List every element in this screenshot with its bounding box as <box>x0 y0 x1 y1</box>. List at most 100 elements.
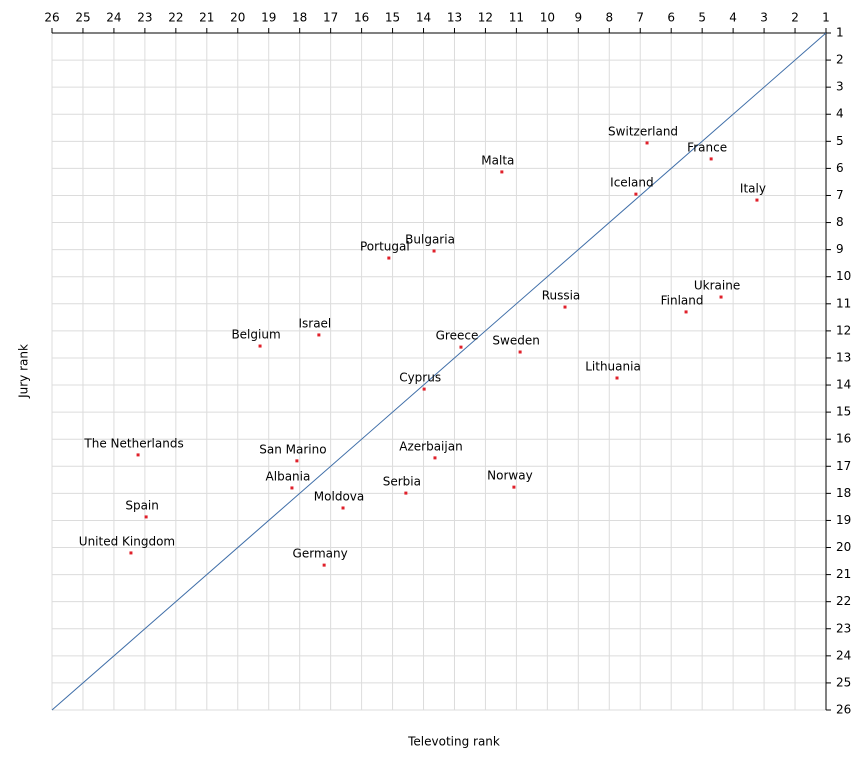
point <box>422 387 426 391</box>
y-tick-label: 13 <box>836 350 851 364</box>
y-tick-label: 12 <box>836 323 851 337</box>
point-label: Sweden <box>492 334 539 348</box>
y-tick-label: 24 <box>836 648 851 662</box>
point <box>719 295 723 299</box>
y-tick-label: 8 <box>836 215 844 229</box>
x-tick-label: 20 <box>230 11 245 25</box>
point-label: Serbia <box>383 475 421 489</box>
point <box>404 491 408 495</box>
x-tick-label: 14 <box>416 11 431 25</box>
point <box>295 459 299 463</box>
x-tick-label: 18 <box>292 11 307 25</box>
point <box>129 551 133 555</box>
point-label: Azerbaijan <box>399 439 462 453</box>
point <box>387 256 391 260</box>
point <box>341 506 345 510</box>
y-tick-label: 20 <box>836 540 851 554</box>
y-tick-label: 18 <box>836 486 851 500</box>
y-tick-label: 10 <box>836 269 851 283</box>
point-label: Ukraine <box>694 279 740 293</box>
point <box>709 157 713 161</box>
point-label: United Kingdom <box>79 534 175 548</box>
x-tick-label: 26 <box>44 11 59 25</box>
point <box>258 344 262 348</box>
point <box>563 305 567 309</box>
point-label: Germany <box>293 547 348 561</box>
x-tick-label: 1 <box>822 11 830 25</box>
x-tick-label: 12 <box>478 11 493 25</box>
x-tick-label: 22 <box>168 11 183 25</box>
point <box>322 563 326 567</box>
point <box>459 345 463 349</box>
point-label: Finland <box>661 293 704 307</box>
x-axis-label: Televoting rank <box>407 735 500 749</box>
y-tick-label: 17 <box>836 459 851 473</box>
x-tick-label: 10 <box>540 11 555 25</box>
y-tick-label: 1 <box>836 26 844 40</box>
point-label: Moldova <box>314 489 364 503</box>
x-tick-label: 8 <box>605 11 613 25</box>
x-tick-label: 16 <box>354 11 369 25</box>
y-tick-label: 15 <box>836 405 851 419</box>
point-label: Italy <box>740 182 766 196</box>
x-tick-label: 5 <box>698 11 706 25</box>
x-tick-label: 6 <box>667 11 675 25</box>
y-tick-label: 23 <box>836 621 851 635</box>
y-tick-label: 22 <box>836 594 851 608</box>
point-label: Spain <box>125 498 159 512</box>
x-tick-label: 4 <box>729 11 737 25</box>
x-tick-label: 2 <box>791 11 799 25</box>
point <box>144 515 148 519</box>
y-tick-label: 5 <box>836 134 844 148</box>
y-tick-label: 19 <box>836 513 851 527</box>
x-tick-label: 23 <box>137 11 152 25</box>
y-tick-label: 7 <box>836 188 844 202</box>
point-label: Greece <box>436 329 479 343</box>
x-tick-label: 13 <box>447 11 462 25</box>
point <box>615 376 619 380</box>
y-tick-label: 3 <box>836 80 844 94</box>
point-label: Iceland <box>610 176 653 190</box>
x-tick-label: 7 <box>636 11 644 25</box>
point-label: Malta <box>481 153 514 167</box>
point-label: Israel <box>298 316 331 330</box>
x-tick-label: 21 <box>199 11 214 25</box>
y-tick-label: 16 <box>836 432 851 446</box>
point-label: Switzerland <box>608 124 678 138</box>
x-tick-label: 24 <box>106 11 121 25</box>
y-tick-label: 2 <box>836 53 844 67</box>
point-label: San Marino <box>259 442 326 456</box>
x-tick-label: 11 <box>509 11 524 25</box>
point <box>136 453 140 457</box>
point-label: Portugal <box>360 240 410 254</box>
y-tick-label: 25 <box>836 675 851 689</box>
point <box>518 350 522 354</box>
x-tick-label: 15 <box>385 11 400 25</box>
point <box>433 456 437 460</box>
point-label: France <box>687 140 727 154</box>
point-label: Norway <box>487 469 533 483</box>
y-tick-label: 9 <box>836 242 844 256</box>
point <box>432 249 436 253</box>
x-tick-label: 9 <box>574 11 582 25</box>
y-tick-label: 14 <box>836 378 851 392</box>
y-tick-label: 4 <box>836 107 844 121</box>
y-axis-label: Jury rank <box>17 344 31 399</box>
point <box>500 170 504 174</box>
point <box>645 141 649 145</box>
point-label: Russia <box>542 289 581 303</box>
point <box>634 192 638 196</box>
y-tick-label: 21 <box>836 567 851 581</box>
point-label: Albania <box>266 469 311 483</box>
point-label: Lithuania <box>585 359 641 373</box>
point-label: The Netherlands <box>83 436 183 450</box>
point-label: Cyprus <box>399 371 441 385</box>
point-label: Belgium <box>231 328 280 342</box>
diagonal <box>51 32 827 711</box>
y-tick-label: 6 <box>836 161 844 175</box>
x-tick-label: 17 <box>323 11 338 25</box>
point <box>755 198 759 202</box>
point <box>317 333 321 337</box>
point <box>512 485 516 489</box>
